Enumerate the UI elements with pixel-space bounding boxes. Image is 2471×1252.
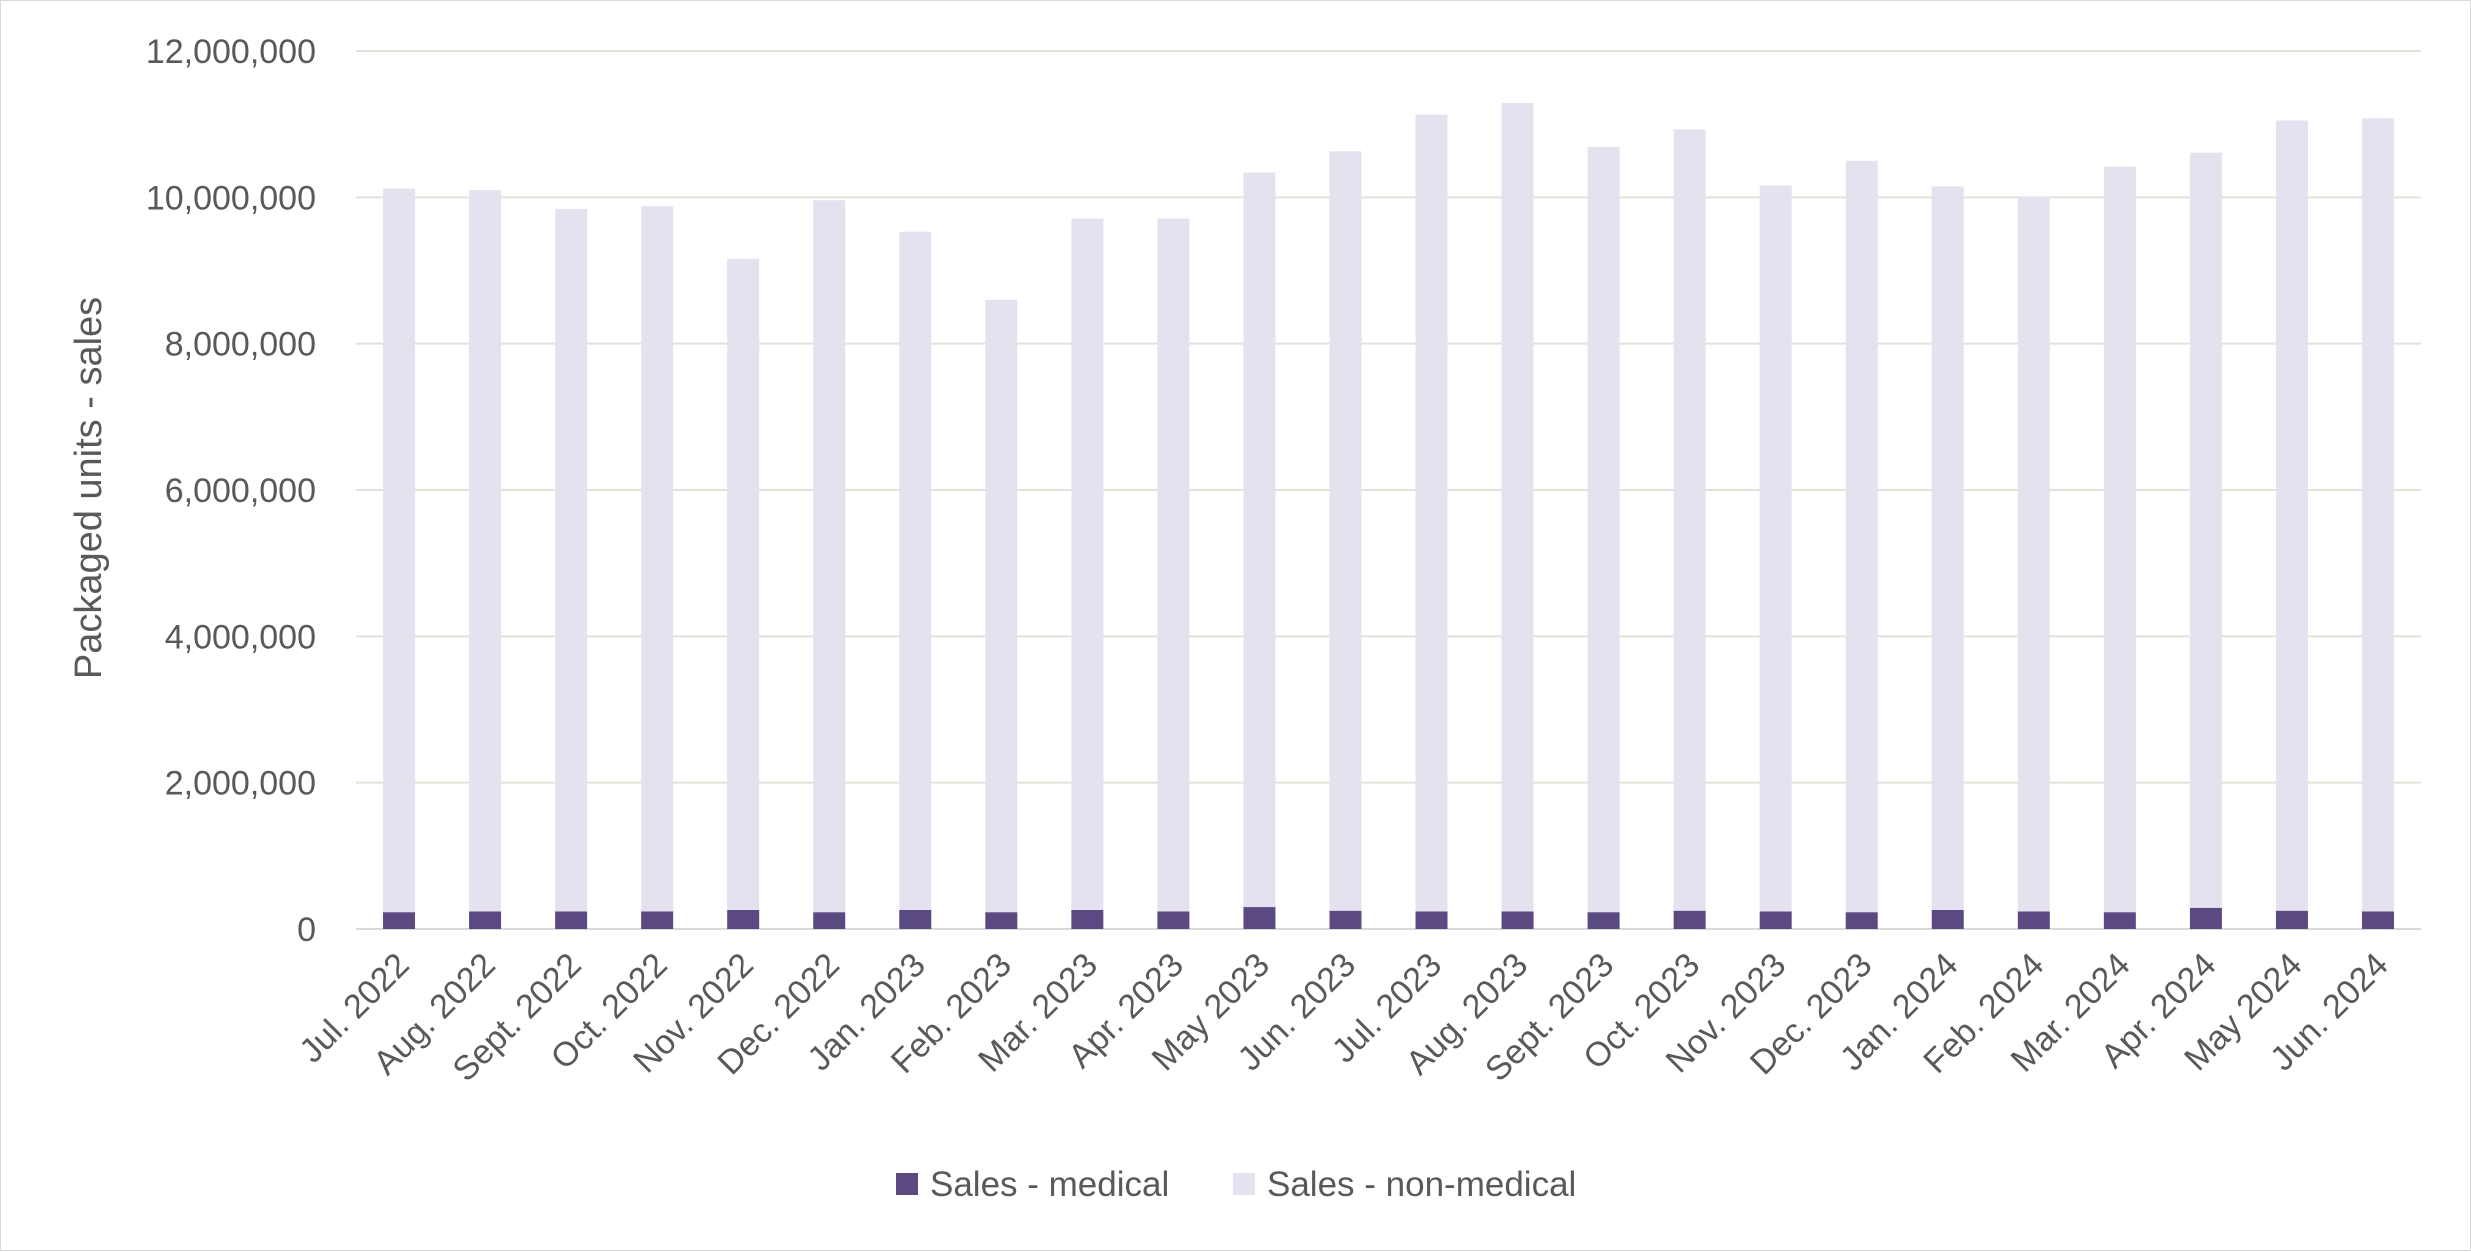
y-axis-ticks: 0 2,000,000 4,000,000 6,000,000 8,000,000 10,… — [146, 33, 316, 949]
legend: Sales - medical Sales - non-medical — [896, 1165, 1576, 1204]
bar-non-medical — [2103, 166, 2136, 913]
bar-medical — [2017, 911, 2050, 929]
bar-non-medical — [1759, 185, 1792, 912]
bars — [383, 102, 2394, 929]
bar-non-medical — [2189, 152, 2222, 908]
bar-medical — [641, 911, 674, 929]
y-tick-label: 0 — [297, 911, 316, 949]
legend-label-medical: Sales - medical — [930, 1165, 1169, 1204]
bar-medical — [383, 912, 416, 929]
bar-non-medical — [985, 299, 1018, 913]
bar-medical — [1845, 912, 1878, 929]
y-axis-title: Packaged units - sales — [68, 297, 110, 679]
gridlines — [356, 50, 2421, 930]
bar-non-medical — [727, 258, 760, 910]
y-tick-label: 8,000,000 — [165, 326, 316, 364]
legend-label-non-medical: Sales - non-medical — [1267, 1165, 1576, 1204]
bar-non-medical — [1845, 160, 1878, 913]
bar-medical — [1243, 907, 1276, 929]
bar-medical — [1931, 909, 1964, 929]
bar-non-medical — [1157, 218, 1190, 912]
bar-medical — [2189, 907, 2222, 929]
bar-non-medical — [383, 188, 416, 913]
bar-non-medical — [1329, 151, 1362, 911]
bar-non-medical — [1931, 186, 1964, 910]
bar-non-medical — [813, 200, 846, 913]
bar-medical — [1759, 911, 1792, 929]
bar-medical — [469, 911, 502, 929]
bar-medical — [1157, 911, 1190, 929]
bar-medical — [2103, 912, 2136, 929]
bar-medical — [2361, 911, 2394, 929]
bar-non-medical — [469, 190, 502, 912]
bar-non-medical — [2275, 120, 2308, 911]
y-tick-label: 2,000,000 — [165, 765, 316, 803]
y-tick-label: 12,000,000 — [146, 33, 316, 71]
bar-non-medical — [641, 206, 674, 912]
y-tick-label: 4,000,000 — [165, 618, 316, 656]
bar-medical — [727, 909, 760, 929]
bar-medical — [1587, 912, 1620, 929]
legend-swatch-non-medical — [1233, 1173, 1255, 1195]
bar-medical — [1673, 910, 1706, 929]
bar-non-medical — [1243, 172, 1276, 908]
legend-swatch-medical — [896, 1173, 918, 1195]
bar-medical — [1501, 911, 1534, 929]
bar-medical — [985, 912, 1018, 929]
y-tick-label: 10,000,000 — [146, 179, 316, 217]
bar-medical — [1415, 911, 1448, 929]
bar-non-medical — [1673, 129, 1706, 911]
bar-non-medical — [2361, 118, 2394, 912]
bar-medical — [2275, 910, 2308, 929]
bar-non-medical — [555, 209, 588, 912]
bar-non-medical — [899, 231, 932, 910]
bar-non-medical — [1501, 102, 1534, 912]
bar-non-medical — [1587, 146, 1620, 913]
bar-medical — [813, 912, 846, 929]
bar-non-medical — [2017, 196, 2050, 912]
bar-non-medical — [1415, 114, 1448, 912]
bar-medical — [555, 911, 588, 929]
bar-medical — [1071, 909, 1104, 929]
y-tick-label: 6,000,000 — [165, 472, 316, 510]
bar-medical — [1329, 910, 1362, 929]
bar-non-medical — [1071, 218, 1104, 910]
bar-medical — [899, 909, 932, 929]
